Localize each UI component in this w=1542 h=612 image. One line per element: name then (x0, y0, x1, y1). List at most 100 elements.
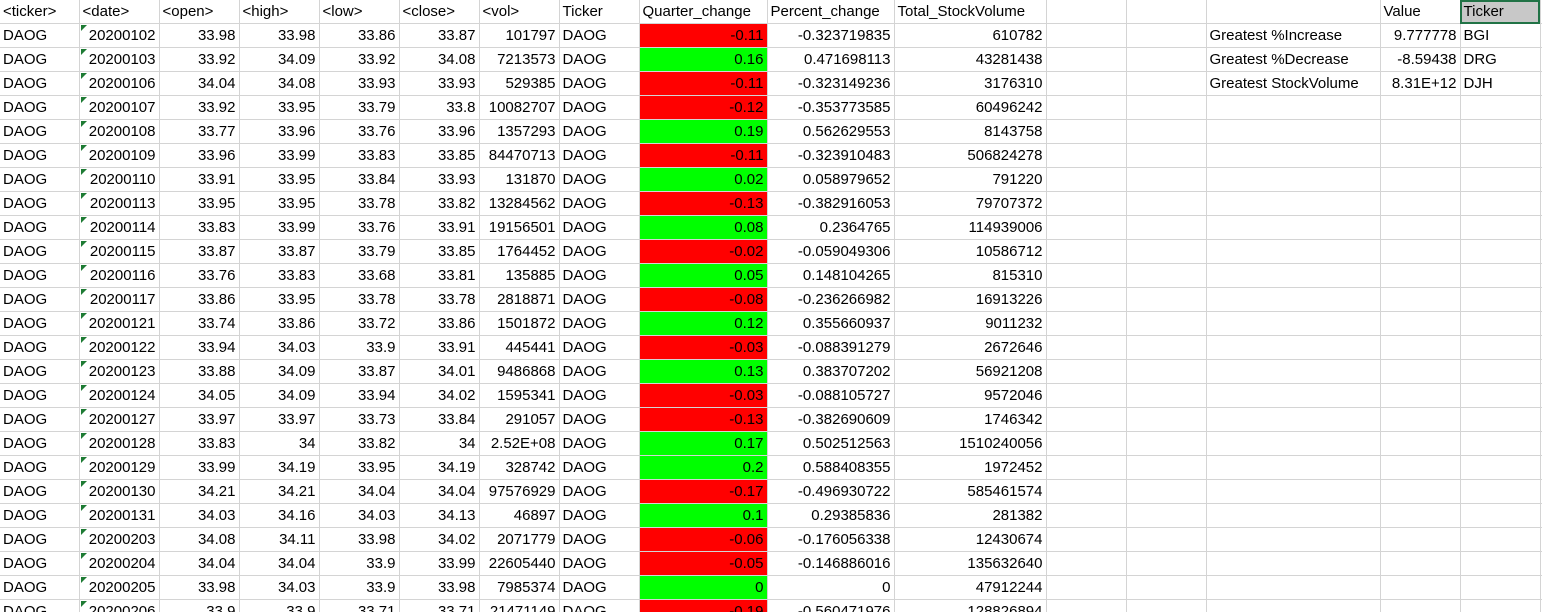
empty-cell[interactable] (1046, 287, 1127, 312)
empty-cell[interactable] (1380, 503, 1461, 528)
cell-ticker-out[interactable]: DAOG (559, 431, 640, 456)
cell-high[interactable]: 34.09 (239, 47, 320, 72)
empty-cell[interactable] (1460, 119, 1541, 144)
empty-cell[interactable] (1460, 455, 1541, 480)
cell-ticker-out[interactable]: DAOG (559, 383, 640, 408)
empty-cell[interactable] (1460, 335, 1541, 360)
summary-ticker[interactable]: DJH (1460, 71, 1541, 96)
empty-cell[interactable] (1206, 95, 1381, 120)
cell-percent-change[interactable]: 0.471698113 (767, 47, 895, 72)
cell-quarter-change[interactable]: -0.17 (639, 479, 768, 504)
empty-cell[interactable] (1380, 383, 1461, 408)
cell-quarter-change[interactable]: 0.08 (639, 215, 768, 240)
cell-low[interactable]: 33.79 (319, 239, 400, 264)
empty-cell[interactable] (1206, 431, 1381, 456)
cell-percent-change[interactable]: 0.562629553 (767, 119, 895, 144)
empty-cell[interactable] (1126, 215, 1207, 240)
empty-cell[interactable] (1046, 167, 1127, 192)
cell-open[interactable]: 33.98 (159, 23, 240, 48)
cell-percent-change[interactable]: -0.560471976 (767, 599, 895, 612)
cell-open[interactable]: 33.94 (159, 335, 240, 360)
cell-ticker[interactable]: DAOG (0, 383, 80, 408)
summary-ticker-header[interactable]: Ticker (1460, 0, 1541, 24)
empty-cell[interactable] (1126, 551, 1207, 576)
empty-cell[interactable] (1126, 95, 1207, 120)
cell-date[interactable]: 20200130 (79, 479, 160, 504)
cell-quarter-change[interactable]: 0.02 (639, 167, 768, 192)
empty-cell[interactable] (1460, 359, 1541, 384)
cell-date[interactable]: 20200103 (79, 47, 160, 72)
column-header-vol[interactable]: <vol> (479, 0, 560, 24)
empty-cell[interactable] (1206, 455, 1381, 480)
empty-cell[interactable] (1206, 0, 1381, 24)
empty-cell[interactable] (1126, 0, 1207, 24)
empty-cell[interactable] (1126, 239, 1207, 264)
cell-date[interactable]: 20200107 (79, 95, 160, 120)
cell-total-stock-volume[interactable]: 3176310 (894, 71, 1047, 96)
cell-ticker[interactable]: DAOG (0, 335, 80, 360)
cell-open[interactable]: 33.86 (159, 287, 240, 312)
cell-low[interactable]: 33.9 (319, 335, 400, 360)
cell-open[interactable]: 34.21 (159, 479, 240, 504)
cell-low[interactable]: 34.04 (319, 479, 400, 504)
empty-cell[interactable] (1206, 239, 1381, 264)
empty-cell[interactable] (1206, 119, 1381, 144)
empty-cell[interactable] (1460, 503, 1541, 528)
cell-percent-change[interactable]: -0.382690609 (767, 407, 895, 432)
cell-total-stock-volume[interactable]: 815310 (894, 263, 1047, 288)
cell-date[interactable]: 20200116 (79, 263, 160, 288)
empty-cell[interactable] (1046, 479, 1127, 504)
cell-open[interactable]: 33.97 (159, 407, 240, 432)
empty-cell[interactable] (1206, 167, 1381, 192)
cell-percent-change[interactable]: -0.176056338 (767, 527, 895, 552)
cell-total-stock-volume[interactable]: 506824278 (894, 143, 1047, 168)
cell-high[interactable]: 33.87 (239, 239, 320, 264)
empty-cell[interactable] (1126, 71, 1207, 96)
cell-close[interactable]: 33.91 (399, 215, 480, 240)
empty-cell[interactable] (1126, 311, 1207, 336)
cell-total-stock-volume[interactable]: 128826894 (894, 599, 1047, 612)
empty-cell[interactable] (1046, 527, 1127, 552)
cell-vol[interactable]: 84470713 (479, 143, 560, 168)
cell-ticker-out[interactable]: DAOG (559, 95, 640, 120)
cell-quarter-change[interactable]: -0.05 (639, 551, 768, 576)
empty-cell[interactable] (1126, 527, 1207, 552)
cell-vol[interactable]: 1764452 (479, 239, 560, 264)
cell-close[interactable]: 33.84 (399, 407, 480, 432)
empty-cell[interactable] (1206, 599, 1381, 612)
cell-date[interactable]: 20200115 (79, 239, 160, 264)
empty-cell[interactable] (1126, 599, 1207, 612)
empty-cell[interactable] (1460, 407, 1541, 432)
cell-quarter-change[interactable]: 0.19 (639, 119, 768, 144)
cell-close[interactable]: 33.85 (399, 239, 480, 264)
cell-date[interactable]: 20200121 (79, 311, 160, 336)
cell-high[interactable]: 34.11 (239, 527, 320, 552)
cell-close[interactable]: 33.71 (399, 599, 480, 612)
cell-ticker-out[interactable]: DAOG (559, 167, 640, 192)
cell-ticker[interactable]: DAOG (0, 191, 80, 216)
cell-vol[interactable]: 2071779 (479, 527, 560, 552)
cell-open[interactable]: 33.98 (159, 575, 240, 600)
cell-quarter-change[interactable]: 0.17 (639, 431, 768, 456)
cell-low[interactable]: 33.9 (319, 575, 400, 600)
cell-quarter-change[interactable]: -0.03 (639, 383, 768, 408)
cell-total-stock-volume[interactable]: 79707372 (894, 191, 1047, 216)
cell-close[interactable]: 33.81 (399, 263, 480, 288)
cell-low[interactable]: 33.79 (319, 95, 400, 120)
column-header-close[interactable]: <close> (399, 0, 480, 24)
cell-ticker-out[interactable]: DAOG (559, 215, 640, 240)
cell-close[interactable]: 34.01 (399, 359, 480, 384)
column-header-ticker-out[interactable]: Ticker (559, 0, 640, 24)
cell-high[interactable]: 33.83 (239, 263, 320, 288)
empty-cell[interactable] (1126, 263, 1207, 288)
cell-open[interactable]: 34.04 (159, 551, 240, 576)
empty-cell[interactable] (1380, 599, 1461, 612)
cell-percent-change[interactable]: -0.496930722 (767, 479, 895, 504)
cell-vol[interactable]: 1357293 (479, 119, 560, 144)
cell-high[interactable]: 34.04 (239, 551, 320, 576)
column-header-low[interactable]: <low> (319, 0, 400, 24)
cell-date[interactable]: 20200110 (79, 167, 160, 192)
empty-cell[interactable] (1206, 551, 1381, 576)
empty-cell[interactable] (1206, 191, 1381, 216)
empty-cell[interactable] (1206, 407, 1381, 432)
